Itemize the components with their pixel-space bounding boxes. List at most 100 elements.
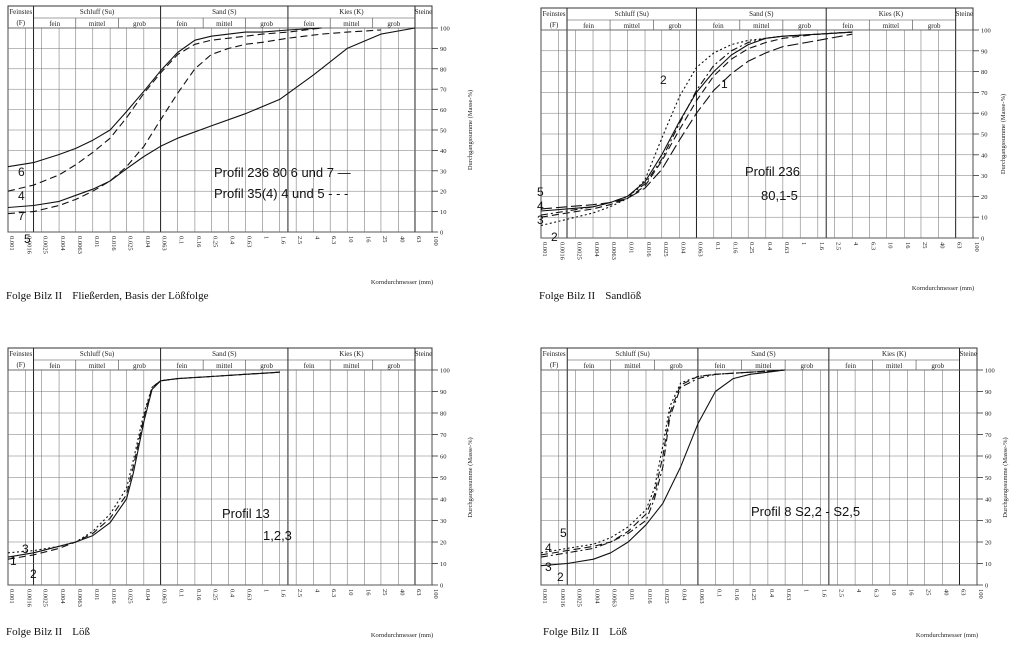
header-subgroup-label: fein xyxy=(49,20,60,28)
x-tick-label: 0.63 xyxy=(245,236,252,247)
header-subgroup-label: grob xyxy=(801,362,814,370)
x-tick-label: 63 xyxy=(415,236,422,243)
y-axis-label: Durchgangssumme (Masse-%) xyxy=(1000,94,1007,174)
y-tick-label: 60 xyxy=(440,454,447,461)
header-subgroup-label: grob xyxy=(260,20,273,28)
chart-caption-1: Folge Bilz II Fließerden, Basis der Lößfo… xyxy=(6,290,208,302)
series-line-3 xyxy=(7,371,280,554)
curve-number-label: 2 xyxy=(551,230,558,244)
y-tick-label: 80 xyxy=(440,66,447,73)
header-group-label: Steine xyxy=(415,350,433,358)
header-group-label: Kies (K) xyxy=(339,350,364,358)
y-tick-label: 50 xyxy=(440,475,447,482)
x-tick-label: 1.6 xyxy=(820,589,827,598)
profile-annotation: Profil 35(4) 4 und 5 - - - xyxy=(214,186,348,201)
x-axis-label: Korndurchmesser (mm) xyxy=(371,632,433,639)
chart-svg-2: 0.001 0.0016 0.0025 0.004 0.0063 0.01 0.016 0.0… xyxy=(537,7,1007,292)
x-tick-label: 16 xyxy=(904,242,911,249)
y-tick-label: 80 xyxy=(981,69,988,76)
x-tick-label: 10 xyxy=(347,236,354,243)
x-tick-label: 63 xyxy=(960,589,967,596)
x-tick-label: 0.004 xyxy=(593,242,600,257)
x-tick-label: 2.5 xyxy=(835,242,842,250)
header-subgroup-label: fein xyxy=(304,20,315,28)
header-group-sub: (F) xyxy=(16,19,25,27)
header-subgroup-label: fein xyxy=(49,362,60,370)
profile-annotation: Profil 236 xyxy=(745,164,800,179)
x-tick-label: 0.04 xyxy=(681,589,688,601)
y-tick-label: 70 xyxy=(440,432,447,439)
y-tick-label: 60 xyxy=(440,107,447,114)
curve-number-label: 4 xyxy=(18,189,25,203)
header-group-label: Sand (S) xyxy=(212,8,237,16)
header-subgroup-label: grob xyxy=(260,362,273,370)
header-subgroup-label: mittel xyxy=(89,20,105,28)
x-tick-label: 63 xyxy=(956,242,963,249)
x-tick-label: 0.16 xyxy=(733,589,740,601)
y-axis-label: Durchgangssumme (Masse-%) xyxy=(1002,437,1009,517)
x-tick-label: 16 xyxy=(908,589,915,596)
profile-annotation: Profil 8 S2,2 - S2,5 xyxy=(751,504,860,519)
chart-caption-3: Folge Bilz II Löß xyxy=(6,626,90,638)
chart-caption-2: Folge Bilz II Sandlöß xyxy=(539,290,641,302)
curve-number-label: 4 xyxy=(545,541,552,555)
header-subgroup-label: fein xyxy=(583,22,594,30)
x-tick-label: 0.63 xyxy=(783,242,790,253)
y-tick-label: 100 xyxy=(440,368,450,375)
chart-panel-2: 0.001 0.0016 0.0025 0.004 0.0063 0.01 0.016 0.0… xyxy=(533,0,1025,318)
chart-svg-4: 0.001 0.0016 0.0025 0.004 0.0063 0.01 0.016 0.0… xyxy=(540,347,1009,639)
chart-svg-1: 0.001 0.0016 0.0025 0.004 0.0063 0.01 0.016 0.0… xyxy=(7,5,474,286)
chart-panel-1: 0.001 0.0016 0.0025 0.004 0.0063 0.01 0.016 0.0… xyxy=(0,0,505,318)
x-tick-label: 0.1 xyxy=(178,236,185,244)
header-subgroup-label: mittel xyxy=(89,362,105,370)
y-tick-label: 30 xyxy=(440,168,447,175)
curve-number-label: 5 xyxy=(24,232,31,246)
caption-series: Folge Bilz II xyxy=(539,290,596,302)
x-tick-label: 2.5 xyxy=(837,589,844,597)
header-subgroup-label: mittel xyxy=(624,22,640,30)
y-tick-label: 0 xyxy=(981,236,984,243)
y-tick-label: 40 xyxy=(985,497,992,504)
header-subgroup-label: grob xyxy=(928,22,941,30)
x-tick-label: 0.004 xyxy=(59,236,66,251)
series-line-3 xyxy=(540,31,853,218)
caption-sub: Löß xyxy=(72,626,90,638)
x-tick-label: 0.025 xyxy=(663,589,670,604)
x-tick-label: 0.063 xyxy=(696,242,703,257)
header-subgroup-label: mittel xyxy=(624,362,640,370)
x-tick-label: 0.004 xyxy=(593,589,600,604)
x-tick-label: 0.016 xyxy=(110,589,117,604)
header-group-label: Schluff (Su) xyxy=(80,350,115,358)
series-line-5 xyxy=(540,33,853,210)
y-tick-label: 70 xyxy=(985,432,992,439)
y-tick-label: 40 xyxy=(440,148,447,155)
series-line-2 xyxy=(540,369,786,567)
x-tick-label: 25 xyxy=(381,236,388,243)
x-tick-label: 1 xyxy=(262,236,269,239)
x-tick-label: 1 xyxy=(803,589,810,592)
y-tick-label: 100 xyxy=(440,26,450,33)
series-line-5 xyxy=(7,29,381,215)
x-tick-label: 0.025 xyxy=(127,236,134,251)
y-tick-label: 10 xyxy=(981,215,988,222)
profile-annotation: 80,1-5 xyxy=(761,188,798,203)
x-tick-label: 0.63 xyxy=(245,589,252,600)
x-tick-label: 0.0016 xyxy=(559,589,566,608)
header-subgroup-label: mittel xyxy=(886,362,902,370)
header-subgroup-label: grob xyxy=(387,20,400,28)
x-tick-label: 0.025 xyxy=(662,242,669,257)
x-tick-label: 100 xyxy=(432,589,439,599)
caption-series: Folge Bilz II xyxy=(543,626,600,638)
series-line-5 xyxy=(540,369,786,558)
curve-number-label: 7 xyxy=(18,209,25,223)
x-tick-label: 4 xyxy=(313,236,320,240)
x-tick-label: 0.25 xyxy=(211,236,218,247)
x-tick-label: 6.3 xyxy=(872,589,879,597)
header-subgroup-label: fein xyxy=(304,362,315,370)
header-group-label: Kies (K) xyxy=(339,8,364,16)
header-subgroup-label: fein xyxy=(842,22,853,30)
x-tick-label: 0.0016 xyxy=(559,242,566,261)
series-line-6 xyxy=(7,27,322,168)
x-tick-label: 100 xyxy=(973,242,980,252)
header-group-label: Steine xyxy=(960,350,978,358)
